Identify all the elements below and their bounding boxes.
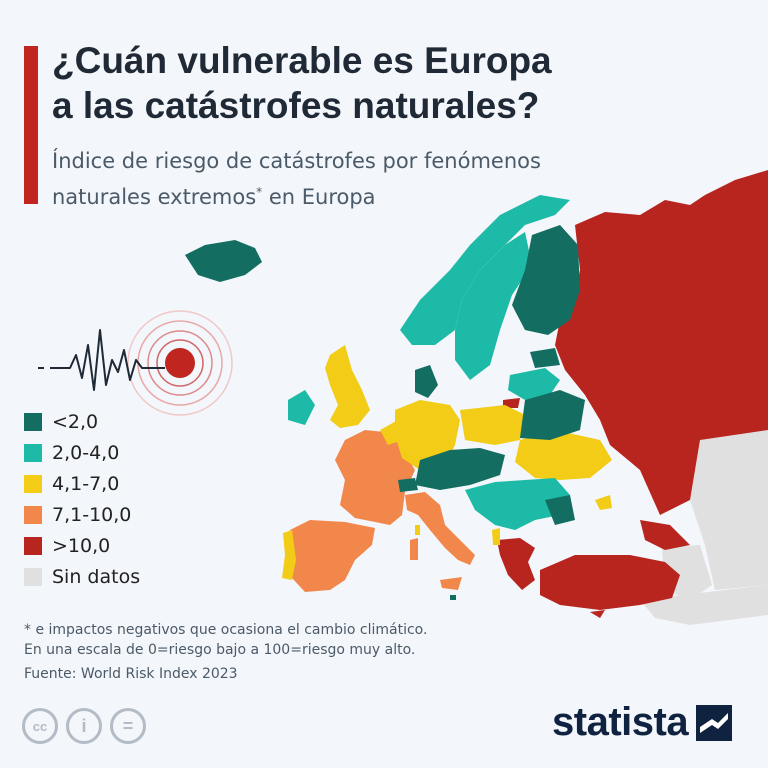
region-moldova-crimea [595,495,612,510]
region-balkans [465,478,570,530]
legend-label: 4,1-7,0 [52,472,120,495]
region-belarus [520,390,585,440]
subtitle-line-2a: naturales extremos [52,185,257,209]
region-denmark [415,365,438,398]
legend-item: 7,1-10,0 [24,499,140,530]
region-belgium-nl [380,420,402,445]
license-icons: cc i = [22,708,146,744]
region-spain [288,520,375,592]
legend-item: <2,0 [24,406,140,437]
region-corsica [415,525,420,535]
risk-low-regions [288,195,570,530]
legend-item: Sin datos [24,561,140,592]
footnote: * e impactos negativos que ocasiona el c… [24,620,427,684]
legend-swatch [24,536,42,555]
region-russia-north-island [740,175,768,200]
region-portugal [282,530,296,580]
nd-icon[interactable]: = [110,708,146,744]
risk-medium-high-regions [288,430,475,592]
risk-high-regions [497,170,768,618]
region-ireland [288,390,315,425]
legend-label: >10,0 [52,534,111,557]
legend-label: <2,0 [52,410,99,433]
region-sardinia [410,538,418,560]
region-italy [405,492,475,565]
page-title: ¿Cuán vulnerable es Europa a las catástr… [52,38,752,128]
legend-item: 4,1-7,0 [24,468,140,499]
region-central-asia [690,430,768,590]
region-cyprus [590,610,605,618]
cc-icon[interactable]: cc [22,708,58,744]
no-data-regions [640,430,768,625]
region-turkey [540,555,680,610]
risk-medium-regions [282,345,612,580]
legend-label: Sin datos [52,565,141,588]
region-sicily [440,577,462,590]
region-malta [450,595,456,600]
region-caucasus [640,520,690,550]
legend-swatch [24,505,42,524]
region-middle-east [640,585,768,625]
title-line-2: a las catástrofes naturales? [52,85,540,126]
legend-swatch [24,474,42,493]
brand[interactable]: statista [552,700,733,745]
by-icon[interactable]: i [66,708,102,744]
brand-name: statista [552,700,689,744]
source-line: Fuente: World Risk Index 2023 [24,666,238,682]
region-russia [555,170,768,515]
subtitle-line-2b: en Europa [262,185,376,209]
legend-label: 7,1-10,0 [52,503,132,526]
statista-logo-icon [696,704,733,741]
subtitle-asterisk: * [256,185,263,199]
region-greece [497,538,535,590]
region-estonia [530,348,560,368]
region-finland [512,225,580,335]
region-switzerland [398,478,418,492]
legend-item: >10,0 [24,530,140,561]
legend-label: 2,0-4,0 [52,441,120,464]
legend-swatch [24,443,42,462]
seismic-wave-icon [38,310,233,416]
page-subtitle: Índice de riesgo de catástrofes por fenó… [52,146,752,213]
region-france [335,430,415,525]
region-romania-east [545,495,575,525]
title-accent-bar [24,46,38,204]
risk-very-low-regions [185,225,585,600]
region-norway [400,195,570,345]
legend-item: 2,0-4,0 [24,437,140,468]
region-kaliningrad [503,398,520,408]
legend-swatch [24,412,42,431]
legend-swatch [24,567,42,586]
region-uk [325,345,370,428]
footnote-line-2: En una escala de 0=riesgo bajo a 100=rie… [24,642,416,658]
footnote-line-1: * e impactos negativos que ocasiona el c… [24,622,428,638]
map-legend: <2,0 2,0-4,0 4,1-7,0 7,1-10,0 >10,0 Sin … [24,406,140,592]
region-albania [492,528,500,545]
region-central [415,448,505,490]
title-line-1: ¿Cuán vulnerable es Europa [52,40,552,81]
region-iceland [185,240,262,282]
region-ukraine [515,430,612,480]
region-poland [460,405,525,445]
region-sweden [455,232,532,380]
region-baltics [508,368,560,400]
subtitle-line-1: Índice de riesgo de catástrofes por fenó… [52,149,541,173]
